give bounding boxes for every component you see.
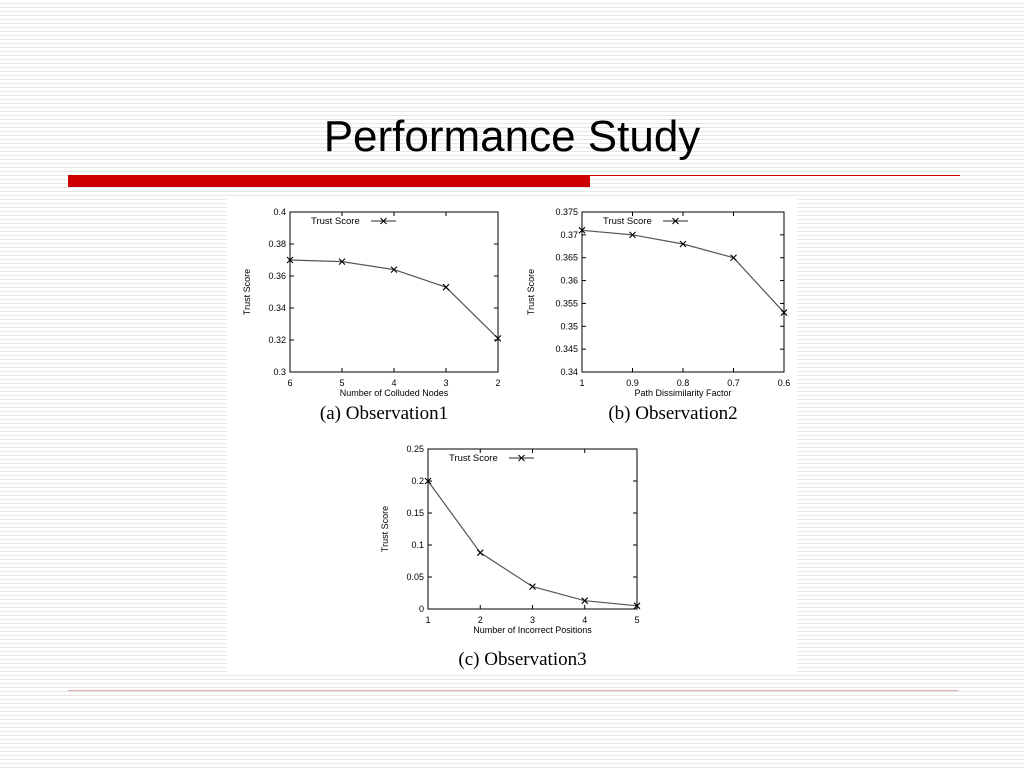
- plot-frame: [289, 211, 499, 373]
- figure-panel: [226, 196, 798, 674]
- y-tick-label: 0.36: [268, 271, 286, 281]
- x-tick-label: 1: [579, 378, 584, 388]
- data-point: [581, 597, 589, 605]
- data-point: [494, 335, 502, 342]
- data-point: [338, 258, 346, 265]
- y-tick-label: 0.05: [406, 572, 424, 582]
- y-tick-label: 0.34: [560, 367, 578, 377]
- x-tick-label: 5: [634, 615, 639, 625]
- y-axis-label: Trust Score: [242, 269, 252, 315]
- title-underline-rule: [590, 175, 960, 176]
- y-tick-label: 0.345: [555, 344, 578, 354]
- x-tick-label: 4: [391, 378, 396, 388]
- data-point: [730, 254, 737, 262]
- x-tick-label: 0.6: [778, 378, 791, 388]
- x-tick-label: 0.7: [727, 378, 740, 388]
- data-point: [578, 226, 586, 234]
- y-tick-label: 0.34: [268, 303, 286, 313]
- figure-caption: (b) Observation2: [608, 403, 737, 424]
- x-tick-label: 2: [478, 615, 483, 625]
- y-tick-label: 0.355: [555, 298, 578, 308]
- x-axis-label: Number of Colluded Nodes: [340, 388, 449, 398]
- y-tick-label: 0.15: [406, 508, 424, 518]
- data-point: [424, 477, 432, 485]
- slide-title: Performance Study: [323, 112, 701, 161]
- chart-observation3: 0 0.05 0.1 0.15 0.2 0.25 1 2 3 4 5 Number of Incorr…: [380, 444, 641, 670]
- series-line: [289, 259, 499, 339]
- x-tick-label: 5: [339, 378, 344, 388]
- legend-marker: [672, 217, 679, 225]
- plot-frame: [427, 448, 638, 610]
- legend-label: Trust Score: [449, 453, 498, 464]
- y-tick-label: 0.2: [411, 476, 424, 486]
- y-tick-label: 0.3: [273, 367, 286, 377]
- y-axis-label: Trust Score: [380, 506, 390, 552]
- y-tick-label: 0: [419, 604, 424, 614]
- y-tick-label: 0.365: [555, 253, 578, 263]
- chart-observation1: 0.3 0.32 0.34 0.36 0.38 0.4 6 5 4 3 2 Number of Col…: [242, 207, 502, 424]
- figure-caption: (a) Observation1: [320, 403, 448, 424]
- data-point: [390, 266, 398, 273]
- footer-rule: [68, 690, 958, 691]
- series-line: [581, 229, 785, 313]
- x-tick-label: 0.9: [626, 378, 639, 388]
- x-axis-label: Path Dissimilarity Factor: [634, 388, 731, 398]
- data-point: [633, 602, 641, 610]
- data-point: [529, 583, 536, 590]
- y-axis-label: Trust Score: [526, 269, 536, 315]
- data-point: [679, 240, 687, 248]
- x-tick-label: 3: [530, 615, 535, 625]
- y-tick-label: 0.375: [555, 207, 578, 217]
- x-axis-label: Number of Incorrect Positions: [473, 625, 592, 635]
- data-point: [780, 309, 788, 316]
- legend-marker: [518, 454, 525, 462]
- y-tick-label: 0.32: [268, 335, 286, 345]
- data-point: [286, 256, 294, 264]
- x-tick-label: 4: [582, 615, 587, 625]
- x-tick-label: 0.8: [677, 378, 690, 388]
- chart-observation2: 0.34 0.345 0.35 0.355 0.36 0.365 0.37 0.375 1 0.9…: [526, 207, 791, 424]
- y-tick-label: 0.4: [273, 207, 286, 217]
- legend-label: Trust Score: [311, 216, 360, 227]
- y-tick-label: 0.1: [411, 540, 424, 550]
- y-tick-label: 0.35: [560, 321, 578, 331]
- data-point: [442, 283, 450, 291]
- x-tick-label: 3: [443, 378, 448, 388]
- title-underline-bar: [68, 175, 590, 187]
- x-tick-label: 6: [287, 378, 292, 388]
- y-tick-label: 0.38: [268, 239, 286, 249]
- x-tick-label: 1: [425, 615, 430, 625]
- data-point: [476, 549, 484, 557]
- plot-frame: [581, 211, 785, 373]
- y-tick-label: 0.25: [406, 444, 424, 454]
- y-tick-label: 0.36: [560, 276, 578, 286]
- legend-marker: [380, 217, 387, 225]
- figure-caption: (c) Observation3: [458, 649, 586, 670]
- y-tick-label: 0.37: [560, 230, 578, 240]
- legend-label: Trust Score: [603, 216, 652, 227]
- data-point: [629, 231, 636, 239]
- x-tick-label: 2: [495, 378, 500, 388]
